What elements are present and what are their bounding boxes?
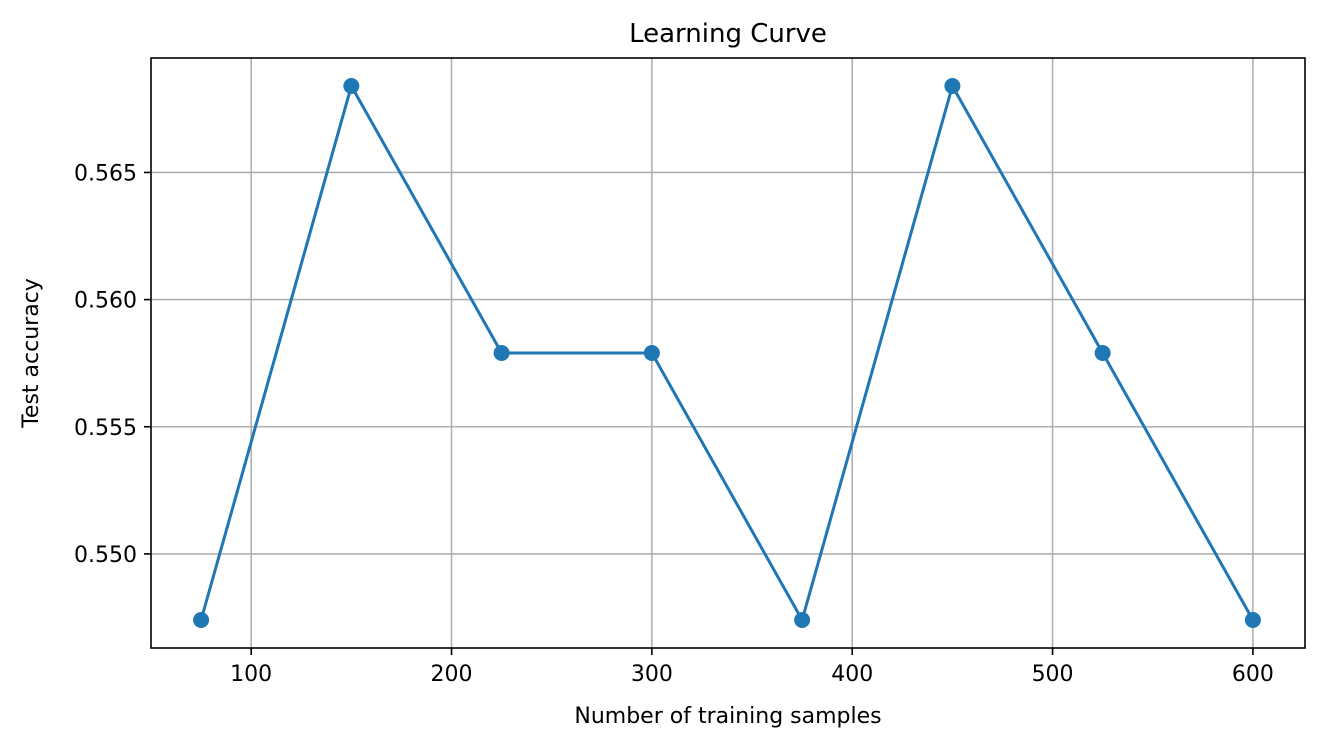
chart-title: Learning Curve <box>629 19 827 49</box>
plot-area-frame <box>150 57 1306 649</box>
data-point <box>193 612 210 629</box>
y-tick-label: 0.560 <box>74 289 137 314</box>
x-tick-label: 100 <box>230 662 272 687</box>
x-tick-label: 500 <box>1032 662 1074 687</box>
x-tick-label: 300 <box>631 662 673 687</box>
data-point <box>794 612 811 629</box>
data-point <box>643 345 660 361</box>
series-line <box>199 84 1255 622</box>
data-point <box>343 77 360 94</box>
x-tick-label: 400 <box>831 662 873 687</box>
data-point <box>944 77 961 94</box>
data-point <box>1094 345 1111 361</box>
series-layer <box>193 77 1261 629</box>
x-axis-ticks: 100 200 300 400 500 600 <box>230 648 1274 687</box>
data-point <box>1244 612 1261 629</box>
x-tick-label: 600 <box>1232 662 1274 687</box>
x-tick-label: 200 <box>431 662 473 687</box>
x-axis-label: Number of training samples <box>574 704 881 729</box>
y-axis-label: Test accuracy <box>19 278 44 429</box>
y-axis-ticks: 0.550 0.555 0.560 0.565 <box>74 161 151 568</box>
y-tick-label: 0.565 <box>74 161 137 186</box>
y-tick-label: 0.550 <box>74 543 137 568</box>
data-point <box>493 345 510 361</box>
y-tick-label: 0.555 <box>74 416 137 441</box>
